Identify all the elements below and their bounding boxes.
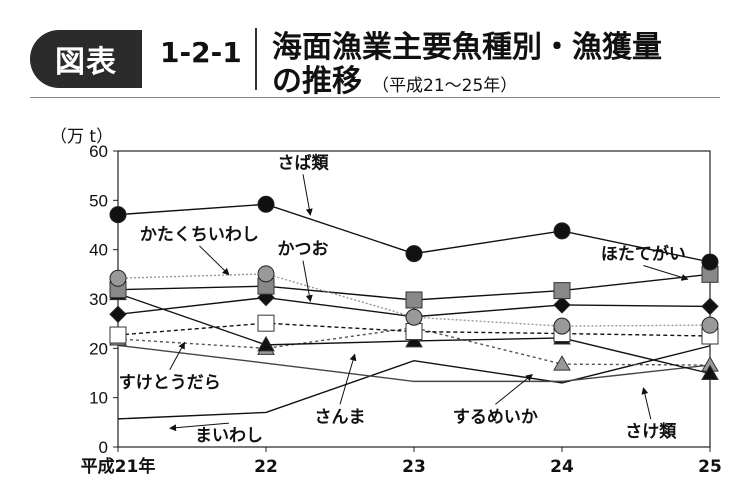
data-point — [109, 206, 127, 224]
data-point — [109, 305, 127, 324]
series-annotation: まいわし — [195, 426, 263, 446]
series-annotation: かつお — [278, 240, 329, 260]
data-point — [109, 269, 127, 287]
annotation-arrow — [302, 174, 313, 216]
figure-title: 海面漁業主要魚種別・漁獲量 — [272, 30, 662, 65]
figure-badge: 図表 — [30, 30, 142, 88]
y-tick-label: 20 — [89, 339, 108, 358]
data-point — [257, 314, 275, 332]
data-point — [553, 317, 571, 335]
x-tick-label: 25 — [698, 457, 722, 477]
figure-header: 図表 1-2-1 海面漁業主要魚種別・漁獲量 の推移 （平成21〜25年） — [0, 0, 747, 100]
x-tick-label: 22 — [254, 457, 278, 477]
data-point — [701, 253, 719, 271]
data-point — [405, 291, 423, 309]
y-tick-label: 30 — [89, 290, 108, 309]
y-tick-label: 10 — [89, 389, 108, 408]
annotation-arrow — [643, 265, 689, 281]
annotation-arrow — [495, 374, 533, 405]
y-tick-label: 40 — [89, 241, 108, 260]
header-rule — [30, 97, 720, 98]
annotation-arrow — [169, 341, 186, 371]
series-line — [117, 345, 711, 420]
series-annotation: さば類 — [278, 153, 330, 173]
figure-title-line2: の推移 （平成21〜25年） — [272, 56, 517, 100]
annotation-arrow — [339, 353, 357, 405]
series-annotation: さんま — [315, 407, 366, 427]
annotation-arrow — [169, 422, 230, 432]
figure-title-cont: の推移 — [272, 64, 362, 99]
data-point — [701, 364, 719, 380]
data-point — [109, 326, 127, 344]
data-point — [257, 335, 275, 352]
annotation-arrow — [199, 245, 230, 276]
x-tick-label: 24 — [550, 457, 574, 477]
x-tick-label: 平成21年 — [81, 456, 156, 477]
data-point — [257, 195, 275, 213]
data-point — [405, 245, 423, 263]
data-point — [701, 297, 719, 316]
x-tick-label: 23 — [402, 457, 426, 477]
data-point — [553, 282, 571, 300]
series-line — [117, 326, 711, 366]
figure-subtitle: （平成21〜25年） — [372, 76, 518, 96]
series-annotation: さけ類 — [625, 422, 677, 442]
series-annotation: すけとうだら — [119, 373, 221, 393]
data-point — [553, 222, 571, 240]
series-annotation: ほたてがい — [601, 244, 686, 265]
data-point — [257, 265, 275, 283]
data-point — [553, 355, 571, 371]
series-line — [117, 344, 711, 383]
data-point — [405, 323, 423, 341]
y-tick-label: 0 — [99, 438, 108, 457]
annotation-arrow — [641, 387, 652, 420]
annotation-arrow — [302, 260, 313, 303]
data-point — [405, 308, 423, 326]
figure-number: 1-2-1 — [160, 36, 242, 69]
data-point — [553, 296, 571, 314]
series-annotation: するめいか — [453, 407, 538, 427]
header-divider — [255, 28, 257, 90]
series-annotation: かたくちいわし — [140, 225, 259, 245]
y-axis-unit: （万 t） — [50, 127, 114, 147]
data-point — [701, 316, 719, 334]
y-tick-label: 50 — [89, 191, 108, 210]
y-tick-label: 60 — [89, 142, 108, 161]
